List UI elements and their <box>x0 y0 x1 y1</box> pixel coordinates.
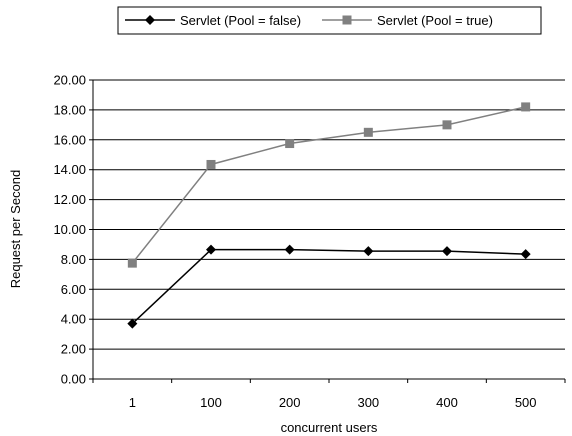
y-axis-title: Request per Second <box>8 170 23 289</box>
data-point-square <box>127 258 137 268</box>
x-tick-label: 300 <box>357 395 379 410</box>
y-tick-label: 14.00 <box>53 162 86 177</box>
data-point-diamond <box>284 244 295 255</box>
y-tick-label: 4.00 <box>61 312 86 327</box>
data-point-square <box>521 102 531 112</box>
data-point-diamond <box>442 246 452 257</box>
x-tick-label: 100 <box>200 395 222 410</box>
series-line-1 <box>131 106 526 264</box>
x-tick-label: 1 <box>129 395 136 410</box>
legend-marker-pool-false <box>145 15 155 25</box>
data-point-square <box>206 159 216 169</box>
data-point-diamond <box>127 318 138 329</box>
data-point-diamond <box>520 249 531 260</box>
x-tick-label: 200 <box>279 395 301 410</box>
y-tick-label: 12.00 <box>53 192 86 207</box>
x-tick-label: 400 <box>436 395 458 410</box>
x-ticks: 1 100 200 300 400 500 <box>92 379 566 410</box>
data-point-diamond <box>206 244 216 255</box>
legend-label-pool-false: Servlet (Pool = false) <box>180 13 301 28</box>
y-tick-label: 20.00 <box>53 73 86 88</box>
series <box>127 102 531 329</box>
data-point-square <box>285 139 295 149</box>
y-tick-label: 6.00 <box>61 282 86 297</box>
series-line-0 <box>131 248 526 325</box>
grid <box>93 79 565 350</box>
data-point-square <box>442 120 452 130</box>
y-tick-label: 18.00 <box>53 102 86 117</box>
x-axis-title: concurrent users <box>281 420 378 435</box>
y-tick-label: 8.00 <box>61 252 86 267</box>
y-tick-label: 10.00 <box>53 222 86 237</box>
y-ticks: 0.00 2.00 4.00 6.00 8.00 10.00 12.00 14.00 16.00… <box>53 73 93 387</box>
legend: Servlet (Pool = false) Servlet (Pool = t… <box>117 6 542 35</box>
legend-label-pool-true: Servlet (Pool = true) <box>377 13 493 28</box>
data-point-square <box>363 127 373 137</box>
legend-marker-pool-true <box>342 15 352 25</box>
y-tick-label: 16.00 <box>53 132 86 147</box>
y-tick-label: 0.00 <box>61 372 86 387</box>
y-tick-label: 2.00 <box>61 342 86 357</box>
x-tick-label: 500 <box>515 395 537 410</box>
data-point-diamond <box>363 246 374 257</box>
